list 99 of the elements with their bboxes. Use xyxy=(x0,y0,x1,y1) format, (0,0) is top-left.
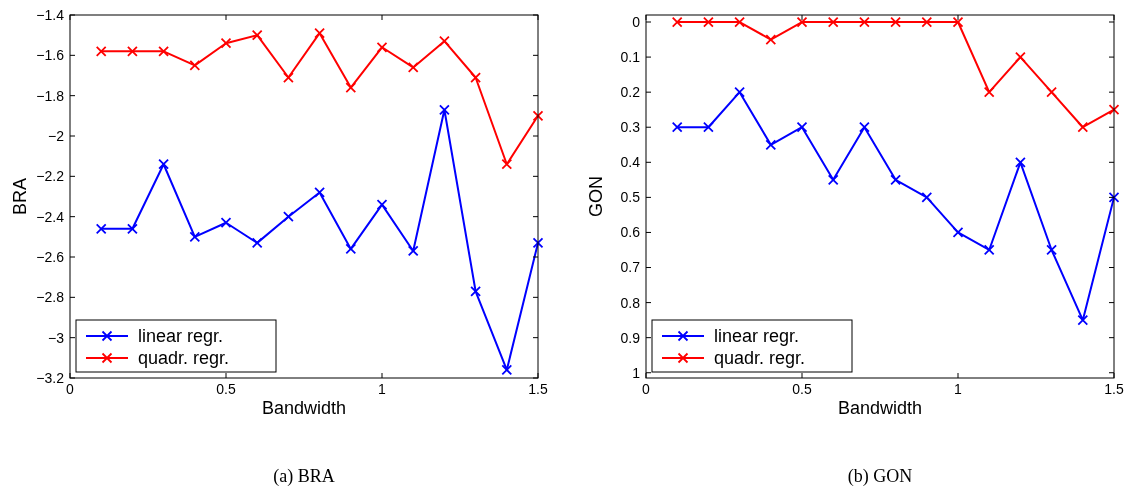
point xyxy=(376,199,388,210)
point xyxy=(376,41,388,53)
point xyxy=(470,285,481,297)
y-tick-label: 0.2 xyxy=(620,84,641,101)
point xyxy=(95,45,107,57)
point xyxy=(439,35,450,47)
point xyxy=(952,16,964,28)
x-tick-label: 1.5 xyxy=(528,381,548,397)
y-tick-label: −3.2 xyxy=(36,369,65,386)
y-tick-label: −2.8 xyxy=(36,289,65,306)
y-tick-label: −2.6 xyxy=(36,248,65,265)
point xyxy=(189,60,201,71)
y-tick-label: −1.8 xyxy=(36,87,65,104)
point xyxy=(890,174,901,186)
y-tick-label: 0.5 xyxy=(620,189,641,206)
point xyxy=(734,86,745,98)
y-axis-title: GON xyxy=(586,175,606,218)
point xyxy=(671,121,683,133)
x-tick-label: 0.5 xyxy=(216,381,236,397)
x-axis-title: Bandwidth xyxy=(837,398,923,418)
text: (a) BRA xyxy=(273,466,335,487)
y-tick-label: 0.3 xyxy=(620,119,641,136)
point xyxy=(251,29,263,41)
legend-label: quadr. regr. xyxy=(714,348,806,369)
point xyxy=(439,104,450,116)
point xyxy=(1077,314,1089,326)
point xyxy=(983,244,995,256)
point xyxy=(703,121,714,133)
text: (b) GON xyxy=(847,466,913,487)
point xyxy=(283,211,294,223)
y-tick-label: −1.6 xyxy=(36,47,65,64)
point xyxy=(127,223,138,235)
y-tick-label: −3 xyxy=(48,329,65,346)
point xyxy=(532,110,544,122)
point xyxy=(859,16,870,28)
x-tick-label: 0 xyxy=(66,381,75,397)
y-tick-label: 0.6 xyxy=(620,224,641,241)
point xyxy=(345,243,357,255)
point xyxy=(796,16,808,28)
point xyxy=(532,237,544,249)
point xyxy=(671,16,683,28)
x-tick-label: 1.5 xyxy=(1104,381,1124,397)
point xyxy=(283,72,294,83)
point xyxy=(1015,51,1026,63)
y-tick-label: −2 xyxy=(48,127,65,144)
point xyxy=(827,16,839,28)
point xyxy=(345,82,357,93)
point xyxy=(921,16,933,28)
y-tick-label: 0.1 xyxy=(620,48,641,65)
point xyxy=(703,16,714,28)
point xyxy=(1077,121,1089,133)
y-tick-label: 0 xyxy=(632,13,641,30)
x-tick-label: 1 xyxy=(954,381,963,397)
legend-label: quadr. regr. xyxy=(138,348,230,369)
point xyxy=(890,16,901,28)
y-tick-label: 0.9 xyxy=(620,329,641,346)
point xyxy=(314,27,325,39)
point xyxy=(189,231,201,243)
point xyxy=(1046,244,1057,256)
y-tick-label: 0.7 xyxy=(620,259,641,276)
point xyxy=(95,223,107,235)
point xyxy=(859,121,870,133)
point xyxy=(251,237,263,249)
point xyxy=(734,16,745,28)
point xyxy=(158,45,169,57)
point xyxy=(765,139,777,151)
legend-label: linear regr. xyxy=(138,326,224,347)
point xyxy=(983,86,995,98)
x-axis-title: Bandwidth xyxy=(261,398,347,418)
point xyxy=(314,187,325,198)
point xyxy=(952,227,964,238)
point xyxy=(921,191,933,203)
x-tick-label: 1 xyxy=(378,381,387,397)
point xyxy=(796,121,808,133)
point xyxy=(501,364,513,376)
legend-label: linear regr. xyxy=(714,326,800,347)
y-axis-title: BRA xyxy=(10,177,30,216)
y-tick-label: −2.4 xyxy=(36,208,65,225)
point xyxy=(1108,191,1120,203)
point xyxy=(827,174,839,186)
point xyxy=(407,62,419,73)
x-tick-label: 0.5 xyxy=(792,381,812,397)
point xyxy=(127,45,138,57)
point xyxy=(470,72,481,83)
point xyxy=(501,158,513,170)
point xyxy=(1108,104,1120,116)
y-tick-label: 0.8 xyxy=(620,294,641,311)
point xyxy=(220,37,232,49)
point xyxy=(158,158,169,170)
x-tick-label: 0 xyxy=(642,381,651,397)
y-tick-label: 0.4 xyxy=(620,154,641,171)
y-tick-label: 1 xyxy=(632,364,641,381)
y-tick-label: −1.4 xyxy=(36,6,65,23)
point xyxy=(765,34,777,45)
point xyxy=(407,245,419,257)
y-tick-label: −2.2 xyxy=(36,168,65,185)
point xyxy=(220,217,232,229)
point xyxy=(1015,156,1026,168)
point xyxy=(1046,86,1057,98)
